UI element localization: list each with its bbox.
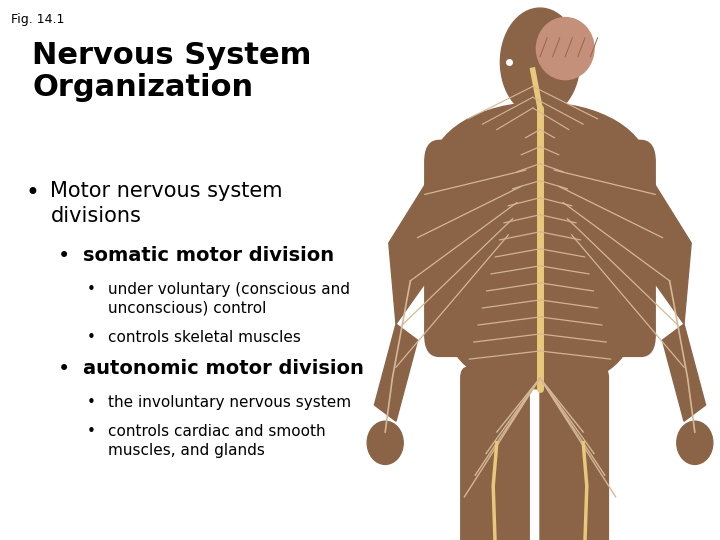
FancyBboxPatch shape	[540, 367, 608, 540]
Polygon shape	[626, 162, 691, 324]
Text: the involuntary nervous system: the involuntary nervous system	[108, 395, 351, 410]
Text: •: •	[58, 246, 70, 266]
Text: •: •	[86, 424, 95, 439]
FancyBboxPatch shape	[461, 367, 529, 540]
Text: •: •	[86, 330, 95, 346]
FancyBboxPatch shape	[517, 70, 549, 124]
Ellipse shape	[432, 103, 648, 232]
Polygon shape	[374, 324, 418, 421]
Ellipse shape	[367, 421, 403, 464]
Text: somatic motor division: somatic motor division	[83, 246, 334, 265]
Text: autonomic motor division: autonomic motor division	[83, 359, 364, 378]
Ellipse shape	[536, 17, 594, 79]
Text: Fig. 14.1: Fig. 14.1	[11, 14, 64, 26]
Polygon shape	[389, 162, 454, 324]
Text: •: •	[86, 282, 95, 297]
Ellipse shape	[450, 281, 630, 389]
Text: •: •	[58, 359, 70, 379]
Ellipse shape	[500, 8, 580, 116]
Text: •: •	[25, 181, 39, 205]
Text: controls cardiac and smooth
muscles, and glands: controls cardiac and smooth muscles, and…	[108, 424, 325, 457]
Polygon shape	[662, 324, 706, 421]
Text: •: •	[86, 395, 95, 410]
Text: Motor nervous system
divisions: Motor nervous system divisions	[50, 181, 283, 226]
Text: Nervous System
Organization: Nervous System Organization	[32, 40, 312, 102]
Ellipse shape	[677, 421, 713, 464]
Text: controls skeletal muscles: controls skeletal muscles	[108, 330, 301, 346]
Text: under voluntary (conscious and
unconscious) control: under voluntary (conscious and unconscio…	[108, 282, 350, 315]
FancyBboxPatch shape	[425, 140, 655, 356]
